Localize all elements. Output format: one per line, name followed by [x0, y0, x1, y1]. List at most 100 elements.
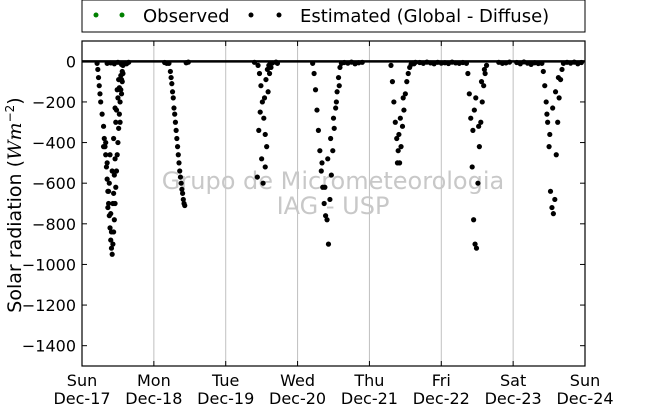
- x-tick-label-date: Dec-22: [413, 389, 470, 408]
- estimated-point: [115, 95, 121, 101]
- estimated-point: [388, 62, 394, 68]
- y-tick-label: 0: [66, 52, 76, 71]
- legend-entry-observed: Observed: [93, 6, 230, 27]
- estimated-point: [114, 152, 120, 158]
- estimated-point: [174, 135, 180, 142]
- estimated-point: [555, 119, 561, 125]
- estimated-point: [175, 152, 181, 158]
- estimated-point: [105, 188, 112, 194]
- estimated-point: [104, 160, 110, 166]
- estimated-point: [261, 95, 268, 101]
- estimated-point: [550, 105, 556, 111]
- y-axis-label-text: Solar radiation (: [4, 160, 26, 313]
- estimated-point: [257, 109, 263, 115]
- estimated-point: [479, 99, 485, 105]
- x-tick-label-date: Dec-21: [341, 389, 398, 408]
- estimated-point: [312, 87, 319, 93]
- estimated-point: [101, 135, 107, 142]
- estimated-point: [396, 131, 402, 138]
- estimated-point: [116, 125, 122, 131]
- estimated-point: [118, 91, 125, 97]
- estimated-point: [330, 148, 336, 154]
- estimated-point: [552, 196, 558, 203]
- estimated-point: [311, 70, 317, 77]
- estimated-point: [251, 59, 258, 65]
- estimated-point: [107, 225, 113, 231]
- estimated-point: [466, 91, 472, 97]
- grid-lines: [153, 41, 514, 366]
- watermark-line-2: IAG - USP: [277, 192, 390, 220]
- legend-marker-observed-1: [93, 12, 99, 18]
- estimated-point: [547, 188, 554, 194]
- estimated-point: [481, 83, 487, 89]
- estimated-point: [398, 144, 404, 150]
- estimated-point: [331, 125, 337, 131]
- estimated-point: [261, 115, 267, 121]
- estimated-point: [481, 66, 487, 73]
- estimated-point: [559, 66, 565, 73]
- watermark: Grupo de Micrometeorologia IAG - USP: [162, 167, 504, 220]
- estimated-point: [359, 59, 365, 65]
- estimated-point: [327, 196, 333, 203]
- estimated-point: [325, 156, 331, 162]
- estimated-point: [392, 119, 398, 125]
- estimated-point: [111, 135, 117, 142]
- y-tick-label: −1200: [22, 296, 76, 315]
- estimated-point: [544, 111, 550, 117]
- estimated-point: [397, 115, 403, 121]
- x-tick-label-date: Dec-20: [269, 389, 326, 408]
- legend: Observed Estimated (Global - Diffuse): [81, 0, 586, 33]
- estimated-point: [179, 186, 185, 192]
- estimated-point: [402, 91, 408, 97]
- estimated-point: [170, 95, 176, 101]
- estimated-point: [113, 119, 119, 125]
- estimated-point: [506, 59, 513, 65]
- estimated-point: [473, 245, 480, 251]
- x-tick-label-date: Dec-19: [197, 389, 254, 408]
- x-tick-label-day: Mon: [137, 371, 171, 390]
- estimated-point: [476, 123, 482, 129]
- estimated-point: [556, 95, 562, 101]
- estimated-point: [542, 83, 548, 89]
- y-tick-label: −200: [32, 93, 76, 112]
- estimated-point: [268, 64, 274, 71]
- estimated-point: [259, 99, 265, 105]
- estimated-point: [322, 184, 328, 190]
- estimated-point: [404, 79, 410, 85]
- estimated-point: [262, 131, 268, 138]
- estimated-point: [177, 174, 184, 180]
- estimated-point: [394, 160, 401, 166]
- estimated-point: [483, 62, 490, 68]
- estimated-point: [164, 60, 170, 66]
- estimated-point: [469, 164, 475, 170]
- estimated-point: [578, 59, 585, 66]
- estimated-point: [478, 119, 484, 125]
- estimated-point: [266, 70, 273, 77]
- legend-marker-estimated-2: [276, 12, 282, 18]
- estimated-point: [95, 66, 101, 73]
- estimated-point: [116, 76, 122, 83]
- estimated-point: [256, 70, 263, 77]
- x-tick-label-date: Dec-17: [53, 389, 110, 408]
- y-axis-label-unit: Wm: [4, 122, 26, 160]
- estimated-point: [260, 180, 266, 186]
- estimated-point: [265, 89, 271, 95]
- plot-area: Grupo de Micrometeorologia IAG - USP 0 −2…: [22, 40, 614, 408]
- estimated-point: [103, 152, 109, 158]
- legend-entry-estimated: Estimated (Global - Diffuse): [248, 6, 549, 27]
- estimated-point: [110, 200, 116, 207]
- estimated-point: [98, 99, 104, 105]
- estimated-point: [100, 144, 107, 150]
- estimated-point: [319, 160, 325, 166]
- estimated-point: [547, 131, 553, 138]
- estimated-point: [401, 107, 407, 113]
- estimated-point: [126, 59, 132, 65]
- data-points: [94, 59, 585, 257]
- estimated-point: [476, 144, 482, 150]
- y-axis-label-exponent: −2: [3, 105, 17, 123]
- estimated-point: [107, 152, 113, 158]
- estimated-point: [100, 123, 107, 129]
- y-tick-label: −400: [32, 134, 76, 153]
- x-tick-label-date: Dec-23: [485, 389, 542, 408]
